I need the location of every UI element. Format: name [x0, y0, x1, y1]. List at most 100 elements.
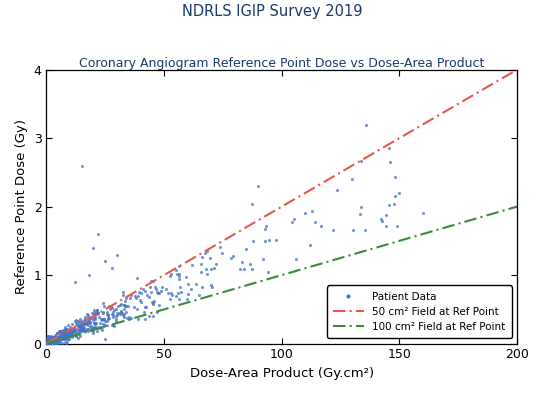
- Point: [51, 335, 59, 341]
- Point: [63, 331, 71, 337]
- Point: [60, 327, 69, 334]
- Point: [52, 337, 60, 343]
- Point: [91, 310, 100, 316]
- Point: [197, 261, 206, 267]
- Point: [242, 246, 251, 252]
- Point: [81, 327, 90, 334]
- Point: [112, 311, 121, 318]
- Point: [103, 312, 112, 319]
- Point: [67, 329, 76, 336]
- Point: [95, 320, 104, 327]
- Point: [59, 336, 67, 342]
- Point: [43, 340, 52, 347]
- Point: [175, 263, 183, 269]
- Point: [228, 252, 237, 259]
- Point: [88, 310, 97, 317]
- Point: [50, 337, 59, 343]
- Point: [51, 335, 59, 341]
- Point: [74, 329, 83, 335]
- Point: [81, 314, 89, 320]
- Point: [75, 327, 83, 333]
- Point: [164, 290, 172, 296]
- Point: [77, 326, 85, 333]
- Point: [58, 330, 66, 336]
- Point: [86, 327, 95, 333]
- Point: [84, 317, 93, 323]
- Point: [92, 310, 101, 317]
- Point: [79, 325, 88, 332]
- Point: [58, 334, 67, 340]
- Point: [97, 327, 106, 333]
- Point: [149, 300, 157, 307]
- Point: [100, 303, 108, 309]
- Point: [75, 323, 84, 329]
- Point: [288, 219, 296, 225]
- Point: [248, 201, 257, 207]
- Point: [55, 340, 64, 346]
- Point: [48, 339, 57, 345]
- Point: [90, 307, 98, 313]
- Point: [59, 333, 68, 339]
- Point: [248, 238, 257, 245]
- Point: [184, 280, 193, 287]
- Point: [329, 227, 338, 233]
- Point: [86, 315, 95, 321]
- Point: [44, 337, 52, 343]
- Point: [112, 305, 120, 312]
- Point: [114, 310, 123, 316]
- Point: [264, 237, 273, 243]
- Text: NDRLS IGIP Survey 2019: NDRLS IGIP Survey 2019: [182, 4, 362, 19]
- Point: [390, 193, 399, 199]
- Point: [123, 303, 132, 309]
- Point: [207, 282, 215, 289]
- Point: [146, 284, 154, 290]
- Point: [42, 340, 51, 347]
- Point: [98, 324, 107, 330]
- Point: [151, 284, 159, 290]
- Point: [69, 331, 78, 338]
- Point: [69, 329, 77, 335]
- Point: [46, 340, 54, 347]
- Point: [100, 323, 109, 329]
- Point: [92, 307, 101, 313]
- Point: [134, 315, 143, 322]
- Point: [103, 315, 112, 321]
- Point: [111, 315, 120, 322]
- Point: [83, 310, 91, 317]
- Point: [98, 316, 107, 322]
- Point: [120, 298, 129, 305]
- Point: [53, 337, 62, 343]
- Point: [108, 322, 117, 328]
- Legend: Patient Data, 50 cm² Field at Ref Point, 100 cm² Field at Ref Point: Patient Data, 50 cm² Field at Ref Point,…: [326, 286, 512, 339]
- Point: [125, 314, 133, 320]
- Point: [55, 328, 64, 334]
- Point: [47, 338, 56, 344]
- Point: [54, 333, 63, 339]
- Point: [143, 292, 152, 298]
- Point: [132, 295, 140, 301]
- Point: [382, 223, 391, 229]
- Point: [70, 328, 78, 334]
- Point: [201, 250, 209, 257]
- Point: [76, 329, 85, 335]
- Point: [82, 319, 90, 325]
- Point: [94, 310, 102, 316]
- Point: [61, 340, 70, 347]
- Point: [152, 286, 160, 292]
- Point: [42, 339, 51, 345]
- Point: [72, 330, 81, 336]
- Point: [87, 327, 96, 333]
- Point: [135, 297, 144, 303]
- Point: [95, 313, 103, 320]
- Point: [84, 272, 93, 278]
- Point: [77, 322, 85, 328]
- Point: [60, 331, 69, 338]
- Point: [47, 340, 55, 346]
- Point: [54, 338, 63, 344]
- Point: [289, 216, 298, 222]
- Point: [61, 325, 70, 332]
- Point: [141, 304, 150, 310]
- Point: [133, 292, 142, 299]
- Point: [89, 245, 98, 251]
- Point: [207, 284, 216, 290]
